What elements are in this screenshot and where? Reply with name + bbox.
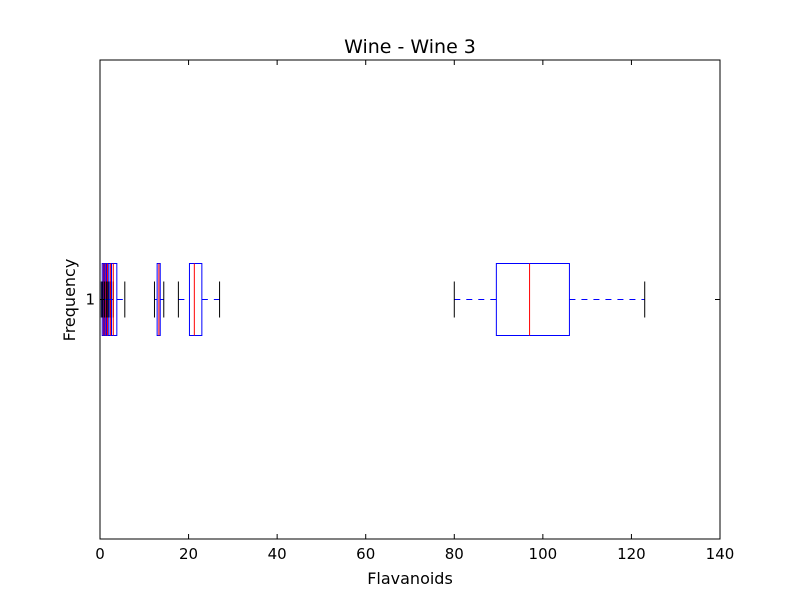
x-axis-label: Flavanoids xyxy=(367,569,453,588)
box-plot-6 xyxy=(153,263,165,336)
box-plot-5 xyxy=(107,263,126,336)
chart-title: Wine - Wine 3 xyxy=(344,36,476,58)
plot-frame xyxy=(99,59,721,540)
y-tick-label: 1 xyxy=(85,291,95,309)
x-tick-label: 20 xyxy=(179,545,198,563)
box-plot-8 xyxy=(453,263,646,336)
x-tick-label: 100 xyxy=(529,545,558,563)
x-tick-label: 140 xyxy=(706,545,735,563)
box-iqr xyxy=(495,263,570,336)
y-axis-label: Frequency xyxy=(60,259,79,342)
x-tick-label: 40 xyxy=(268,545,287,563)
x-tick-label: 60 xyxy=(356,545,375,563)
box-iqr xyxy=(188,263,203,336)
x-tick-label: 120 xyxy=(617,545,646,563)
box-plot-7 xyxy=(177,263,221,336)
box-iqr xyxy=(111,263,118,336)
x-tick-label: 0 xyxy=(95,545,105,563)
box-series xyxy=(100,263,646,336)
x-tick-label: 80 xyxy=(445,545,464,563)
y-axis-ticks: 1 xyxy=(85,291,720,309)
x-axis-ticks: 0 20 40 60 80 100 120 140 xyxy=(95,60,734,563)
